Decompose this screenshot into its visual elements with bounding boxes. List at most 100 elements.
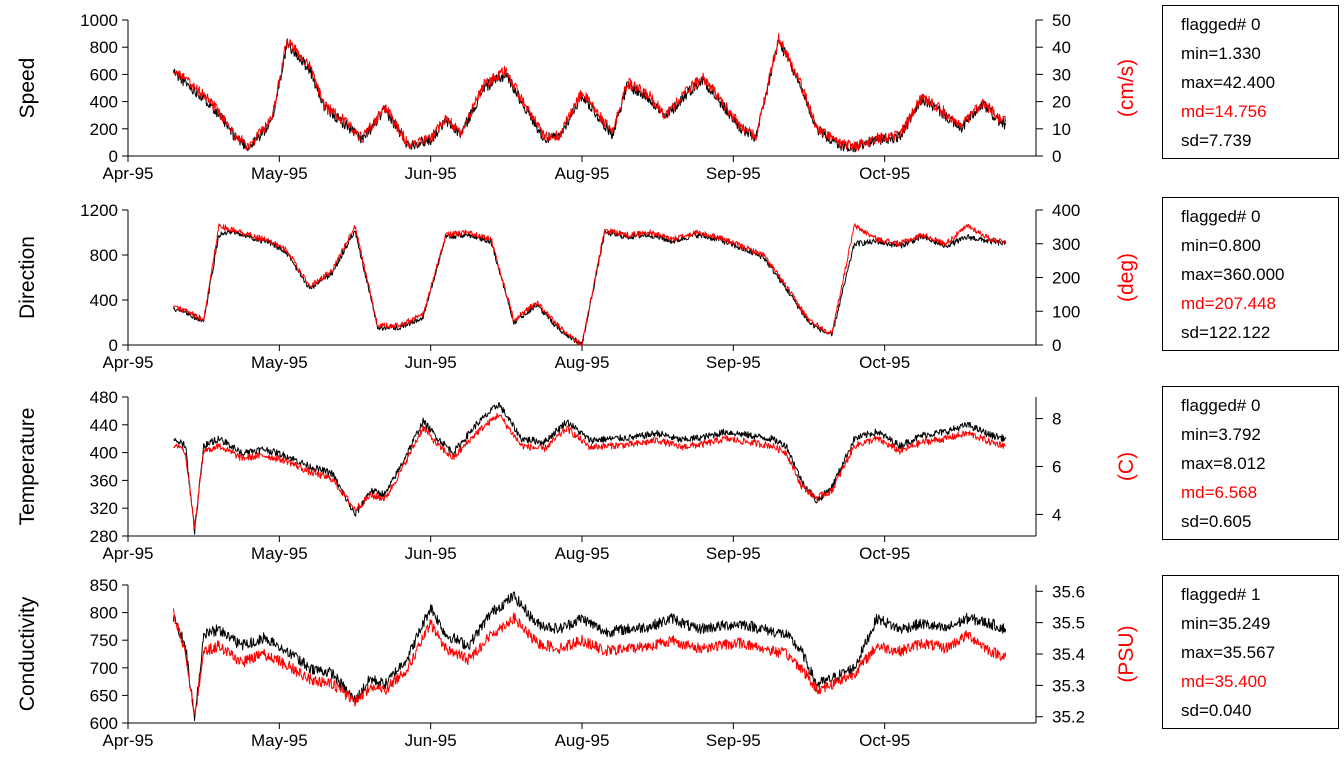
y-tick-label: 850 bbox=[90, 576, 118, 595]
y2-tick-label: 35.4 bbox=[1052, 645, 1085, 664]
stats-box-temperature: flagged# 0 min=3.792 max=8.012 md=6.568 … bbox=[1162, 386, 1339, 540]
y-tick-label: 0 bbox=[109, 147, 118, 166]
x-tick-label: Apr-95 bbox=[102, 353, 153, 372]
y2-tick-label: 8 bbox=[1052, 410, 1061, 429]
series-line-black bbox=[173, 402, 1007, 535]
stat-flagged: flagged# 0 bbox=[1181, 396, 1261, 415]
y2-tick-label: 35.5 bbox=[1052, 614, 1085, 633]
y-tick-label: 600 bbox=[90, 714, 118, 733]
y-tick-label: 1200 bbox=[80, 201, 118, 220]
series-line-red bbox=[172, 223, 1007, 346]
x-tick-label: Sep-95 bbox=[706, 731, 761, 750]
y-tick-label: 400 bbox=[90, 444, 118, 463]
y-axis-title: Direction bbox=[16, 236, 39, 319]
x-tick-label: Jun-95 bbox=[405, 164, 457, 183]
y2-tick-label: 40 bbox=[1052, 38, 1071, 57]
y-tick-label: 750 bbox=[90, 631, 118, 650]
stat-max: max=35.567 bbox=[1181, 643, 1276, 662]
x-tick-label: Apr-95 bbox=[102, 544, 153, 563]
stat-min: min=35.249 bbox=[1181, 614, 1271, 633]
y-tick-label: 320 bbox=[90, 499, 118, 518]
stat-min: min=1.330 bbox=[1181, 44, 1261, 63]
x-tick-label: Jun-95 bbox=[405, 544, 457, 563]
stat-max: max=360.000 bbox=[1181, 265, 1285, 284]
x-tick-label: Jun-95 bbox=[405, 731, 457, 750]
y-tick-label: 360 bbox=[90, 471, 118, 490]
y-axis-title: Speed bbox=[16, 58, 39, 119]
series-line-red bbox=[172, 32, 1007, 152]
x-tick-label: May-95 bbox=[251, 353, 308, 372]
stat-md: md=6.568 bbox=[1181, 483, 1258, 502]
stat-flagged: flagged# 0 bbox=[1181, 207, 1261, 226]
stat-max: max=8.012 bbox=[1181, 454, 1266, 473]
x-tick-label: Aug-95 bbox=[555, 731, 610, 750]
y-tick-label: 800 bbox=[90, 604, 118, 623]
x-tick-label: Sep-95 bbox=[706, 164, 761, 183]
y2-axis-unit: (C) bbox=[1115, 452, 1138, 481]
stat-min: min=0.800 bbox=[1181, 236, 1261, 255]
y-axis-title: Temperature bbox=[16, 408, 39, 526]
y2-tick-label: 200 bbox=[1052, 269, 1080, 288]
y2-tick-label: 50 bbox=[1052, 11, 1071, 30]
series-line-black bbox=[172, 229, 1007, 346]
y2-tick-label: 35.6 bbox=[1052, 582, 1085, 601]
y2-tick-label: 0 bbox=[1052, 336, 1061, 355]
y2-axis-unit: (cm/s) bbox=[1115, 59, 1138, 117]
x-tick-label: May-95 bbox=[251, 544, 308, 563]
stats-box-conductivity: flagged# 1 min=35.249 max=35.567 md=35.4… bbox=[1162, 575, 1339, 729]
x-tick-label: Oct-95 bbox=[859, 544, 910, 563]
stat-sd: sd=0.040 bbox=[1181, 701, 1252, 720]
x-tick-label: Apr-95 bbox=[102, 164, 153, 183]
y2-tick-label: 400 bbox=[1052, 201, 1080, 220]
y-tick-label: 650 bbox=[90, 686, 118, 705]
x-tick-label: Sep-95 bbox=[706, 544, 761, 563]
stat-sd: sd=0.605 bbox=[1181, 512, 1252, 531]
y-axis-title: Conductivity bbox=[16, 596, 39, 711]
y-tick-label: 400 bbox=[90, 291, 118, 310]
x-tick-label: Aug-95 bbox=[555, 164, 610, 183]
y2-tick-label: 20 bbox=[1052, 93, 1071, 112]
y2-axis-unit: (PSU) bbox=[1115, 625, 1138, 682]
series-line-red bbox=[173, 412, 1007, 530]
y2-tick-label: 100 bbox=[1052, 302, 1080, 321]
stats-box-direction: flagged# 0 min=0.800 max=360.000 md=207.… bbox=[1162, 197, 1339, 351]
series-line-red bbox=[172, 608, 1007, 714]
stat-md: md=207.448 bbox=[1181, 294, 1276, 313]
panel-temperature: 280 320 360 400 440 480 4 6 8 Apr-95 May-95 Jun-95 A… bbox=[16, 388, 1138, 563]
y2-tick-label: 300 bbox=[1052, 235, 1080, 254]
y-tick-label: 700 bbox=[90, 659, 118, 678]
x-tick-label: Oct-95 bbox=[859, 731, 910, 750]
x-tick-label: Aug-95 bbox=[555, 544, 610, 563]
y-tick-label: 800 bbox=[90, 38, 118, 57]
y-tick-label: 600 bbox=[90, 65, 118, 84]
stat-flagged: flagged# 0 bbox=[1181, 15, 1261, 34]
x-tick-label: Oct-95 bbox=[859, 353, 910, 372]
y2-tick-label: 0 bbox=[1052, 147, 1061, 166]
y-tick-label: 1000 bbox=[80, 11, 118, 30]
y2-tick-label: 4 bbox=[1052, 505, 1061, 524]
y2-tick-label: 35.2 bbox=[1052, 708, 1085, 727]
x-tick-label: Sep-95 bbox=[706, 353, 761, 372]
stat-max: max=42.400 bbox=[1181, 73, 1276, 92]
stat-min: min=3.792 bbox=[1181, 425, 1261, 444]
x-tick-label: May-95 bbox=[251, 164, 308, 183]
y2-tick-label: 10 bbox=[1052, 120, 1071, 139]
x-tick-label: May-95 bbox=[251, 731, 308, 750]
stat-flagged: flagged# 1 bbox=[1181, 585, 1261, 604]
panel-conductivity: 600 650 700 750 800 850 35.2 35.3 35.4 35.5 35.6 Ap… bbox=[16, 576, 1138, 750]
stats-box-speed: flagged# 0 min=1.330 max=42.400 md=14.75… bbox=[1162, 5, 1339, 159]
stat-sd: sd=7.739 bbox=[1181, 131, 1252, 150]
stat-md: md=35.400 bbox=[1181, 672, 1267, 691]
stat-sd: sd=122.122 bbox=[1181, 323, 1271, 342]
y-tick-label: 200 bbox=[90, 120, 118, 139]
y2-tick-label: 6 bbox=[1052, 458, 1061, 477]
x-tick-label: Aug-95 bbox=[555, 353, 610, 372]
y-tick-label: 0 bbox=[109, 336, 118, 355]
y-tick-label: 400 bbox=[90, 93, 118, 112]
panel-direction: 0 400 800 1200 0 100 200 300 400 Apr-95 May-95 Jun-… bbox=[16, 201, 1138, 372]
stat-md: md=14.756 bbox=[1181, 102, 1267, 121]
y2-axis-unit: (deg) bbox=[1115, 253, 1138, 302]
x-tick-label: Oct-95 bbox=[859, 164, 910, 183]
